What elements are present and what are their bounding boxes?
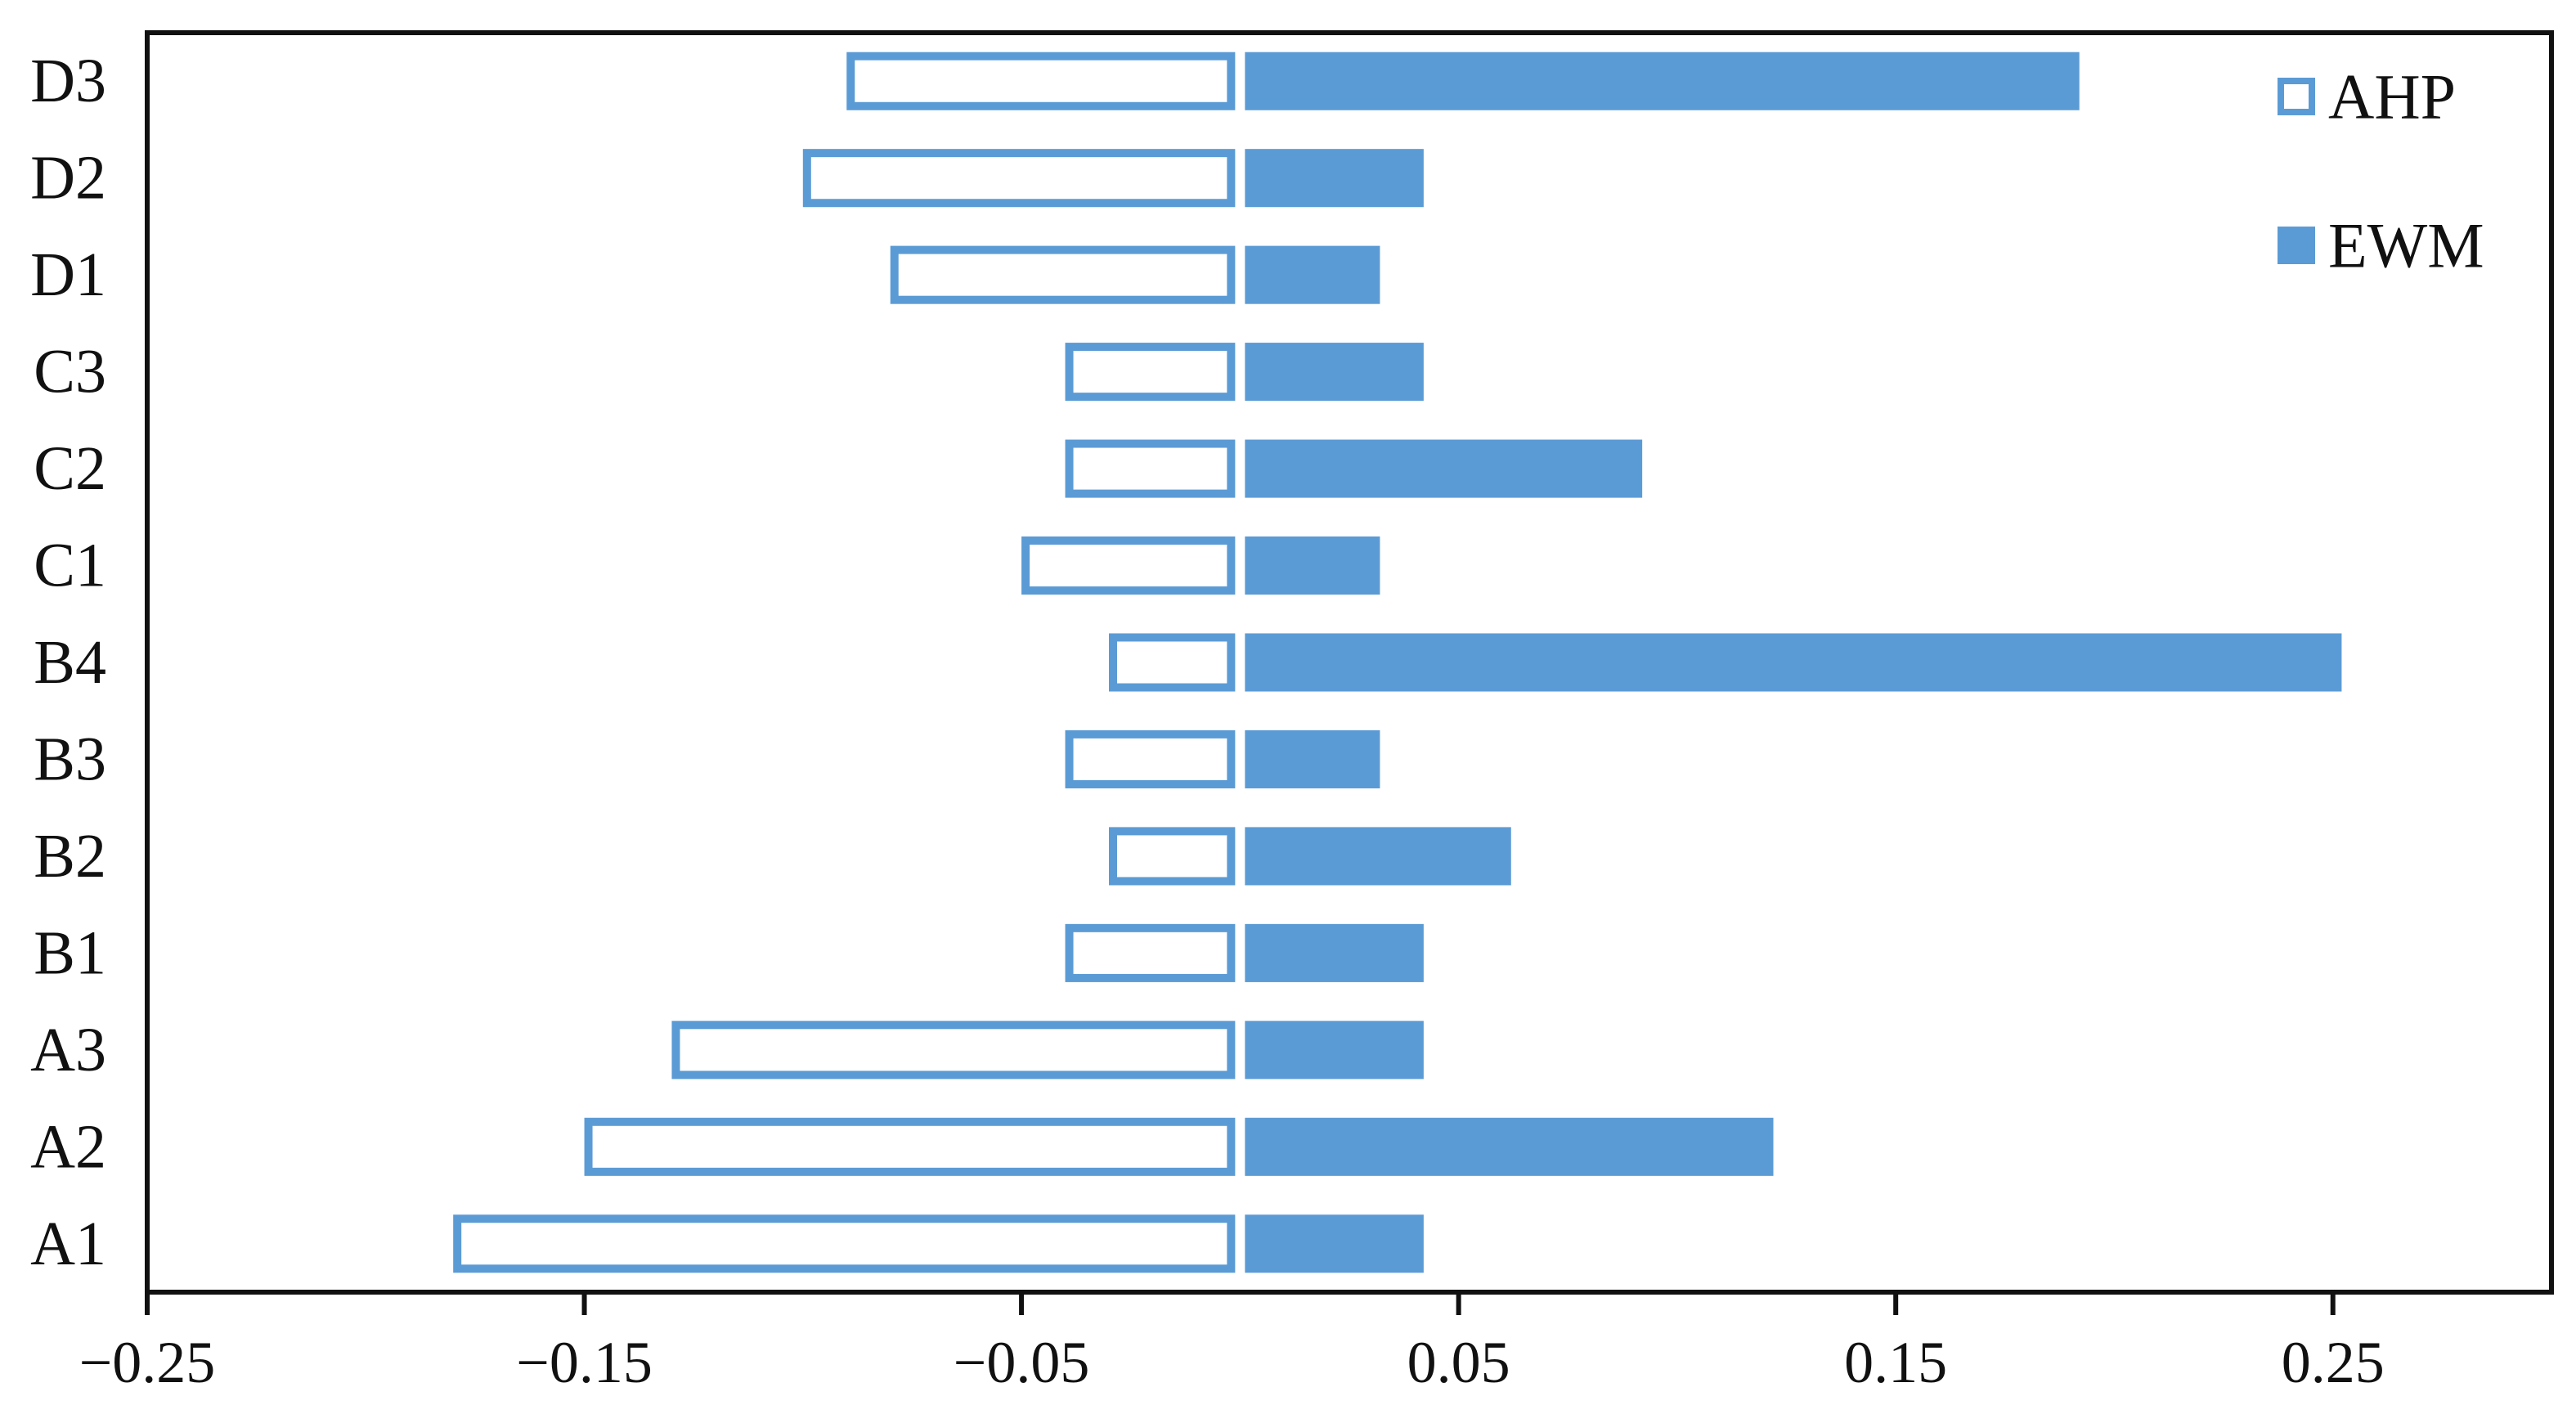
x-tick-label: −0.25	[79, 1330, 216, 1395]
bar-ewm-c2	[1245, 439, 1643, 498]
bar-ewm-a1	[1245, 1214, 1424, 1273]
category-label-a2: A2	[30, 1112, 106, 1181]
legend-swatch-ahp	[2278, 78, 2315, 115]
bar-ahp-c1	[1021, 536, 1236, 595]
bar-ewm-a2	[1245, 1117, 1774, 1176]
bar-ewm-b2	[1245, 827, 1511, 886]
bar-ewm-b4	[1245, 633, 2342, 692]
x-axis: −0.25 −0.15 −0.05 0.05 0.15 0.25	[79, 1292, 2385, 1395]
category-label-b4: B4	[34, 628, 106, 697]
bar-ahp-b1	[1065, 923, 1236, 982]
bar-ewm-b1	[1245, 923, 1424, 982]
legend-label-ahp: AHP	[2328, 61, 2456, 132]
bar-ahp-b4	[1109, 633, 1236, 692]
category-label-a3: A3	[30, 1016, 106, 1084]
bar-ahp-a3	[671, 1021, 1236, 1080]
x-tick-label: 0.25	[2282, 1330, 2385, 1395]
bar-ewm-d1	[1245, 245, 1380, 304]
x-tick-label: −0.05	[954, 1330, 1090, 1395]
x-tick-label: 0.05	[1407, 1330, 1510, 1395]
category-label-c1: C1	[34, 532, 106, 600]
bar-ahp-b3	[1065, 729, 1236, 789]
bar-ahp-d1	[890, 245, 1236, 304]
legend-label-ewm: EWM	[2328, 210, 2484, 281]
category-label-d1: D1	[30, 240, 106, 309]
category-label-d2: D2	[30, 144, 106, 213]
category-label-b3: B3	[34, 725, 106, 793]
category-label-b2: B2	[34, 822, 106, 891]
bar-ewm-a3	[1245, 1021, 1424, 1080]
bar-ahp-c2	[1065, 439, 1236, 498]
bar-ahp-d2	[802, 149, 1236, 208]
category-label-c2: C2	[34, 434, 106, 503]
category-label-d3: D3	[30, 47, 106, 115]
bar-ewm-c3	[1245, 343, 1424, 402]
bars-group	[453, 52, 2342, 1273]
category-label-c3: C3	[34, 338, 106, 406]
plot-frame	[145, 30, 2554, 1295]
bar-ahp-a1	[453, 1214, 1236, 1273]
bar-ahp-d3	[846, 52, 1236, 110]
x-tick-label: −0.15	[516, 1330, 653, 1395]
bar-ahp-b2	[1109, 827, 1236, 886]
bar-ewm-c1	[1245, 536, 1380, 595]
bar-ahp-c3	[1065, 343, 1236, 402]
category-label-b1: B1	[34, 918, 106, 987]
bar-ewm-d2	[1245, 149, 1424, 208]
category-labels: A1 A2 A3 B1 B2 B3 B4 C1 C2 C3 D1 D2 D3	[30, 47, 106, 1278]
bar-ewm-d3	[1245, 52, 2080, 110]
category-label-a1: A1	[30, 1210, 106, 1278]
bar-ewm-b3	[1245, 729, 1380, 788]
legend-swatch-ewm	[2278, 227, 2315, 264]
legend: AHP EWM	[2278, 61, 2484, 281]
bar-ahp-a2	[584, 1117, 1236, 1176]
x-tick-label: 0.15	[1844, 1330, 1947, 1395]
